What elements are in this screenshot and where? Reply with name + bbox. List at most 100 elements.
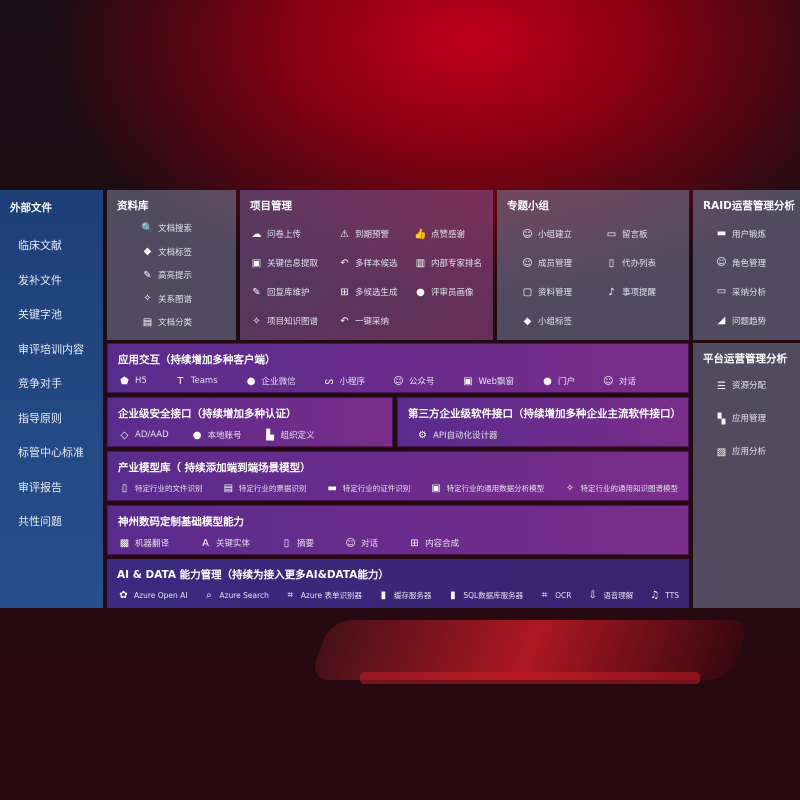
feature-item: ▭ 留言板	[605, 228, 648, 241]
feature-item: ▙ 组织定义	[264, 429, 314, 442]
feature-label: 公众号	[409, 377, 435, 387]
feature-item: ♪ 事项提醒	[605, 286, 657, 299]
panel-title: 资料库	[117, 200, 149, 212]
feature-label: 点赞感谢	[431, 230, 466, 240]
feature-item: ▥ 内部专家排名	[414, 257, 482, 270]
cache-icon: ▮	[380, 590, 387, 601]
miniprogram-icon: ᔕ	[324, 375, 334, 387]
feature-item: ▤ 特定行业的票据识别	[222, 483, 307, 494]
graph-icon: ✧	[565, 483, 575, 494]
feature-item: ↶ 多样本候选	[338, 257, 398, 270]
app-panel: 应用交互（持续增加多种客户端） ⬟ H5 T Teams ● 企业微信 ᔕ 小程序 ☺ 公众号 ▣ W…	[107, 343, 689, 393]
feature-item: ▤ 文档分类	[141, 316, 193, 329]
feature-item: ✧ 关系图谱	[141, 293, 192, 305]
feature-item: ⇩ 语音理解	[586, 590, 634, 601]
feature-label: 对话	[361, 539, 379, 549]
feature-label: 文档搜索	[158, 224, 193, 234]
feature-item: ⚠ 到期预警	[338, 228, 389, 241]
feature-label: Teams	[190, 376, 218, 386]
feature-label: 高亮提示	[158, 271, 193, 281]
chat-icon: ☺	[345, 537, 356, 549]
ocr-icon: ⌗	[541, 590, 548, 601]
feature-item: ▣ Web飘窗	[461, 375, 514, 388]
entity-icon: A	[202, 537, 209, 549]
feature-item: ▣ 特定行业的通用数据分析模型	[430, 483, 545, 494]
feature-item: A 关键实体	[199, 537, 250, 550]
feature-item: ▯ 代办列表	[605, 257, 656, 270]
feature-item: ● 门户	[541, 375, 575, 388]
external-file-item: 临床文献	[18, 239, 62, 252]
feature-item: ◇ AD/AAD	[118, 429, 169, 441]
feature-label: 特定行业的通用数据分析模型	[446, 484, 545, 493]
feature-label: TTS	[665, 591, 679, 600]
decorative-glare	[360, 672, 700, 684]
form-icon: ⌗	[287, 590, 294, 601]
edit-icon: ✎	[252, 286, 261, 298]
feature-label: 机器翻译	[135, 539, 170, 549]
feature-item: ☺ 对话	[344, 537, 379, 550]
qa-icon: ▭	[716, 286, 727, 297]
group-panel: 专题小组 ☺ 小组建立 ▭ 留言板 ☺ 成员管理 ▯ 代办列表 ▢ 资料管理 ♪ 事项提醒 ◆ 小组标签	[497, 190, 689, 340]
feature-item: ⊞ 多候选生成	[338, 286, 397, 299]
external-file-item: 发补文件	[18, 273, 62, 287]
gear-icon: ⚙	[418, 429, 427, 441]
feature-item: ✧ 项目知识图谱	[250, 315, 318, 328]
feature-label: 回复库维护	[267, 288, 310, 298]
rank-icon: ▥	[415, 257, 426, 269]
feature-label: 摘要	[297, 539, 315, 549]
feature-label: 角色管理	[732, 258, 767, 269]
graph-icon: ✧	[252, 315, 261, 327]
portal-icon: ●	[543, 375, 552, 387]
thumbs-up-icon: 👍	[414, 228, 427, 240]
tag-icon: ◆	[143, 246, 152, 257]
chart-icon: ◢	[717, 315, 726, 326]
feature-label: 多样本候选	[355, 259, 398, 269]
feature-item: ☁ 问卷上传	[250, 228, 302, 241]
feature-label: 资料管理	[538, 288, 573, 298]
feature-label: 事项提醒	[622, 288, 657, 298]
feature-item: ᔕ 小程序	[323, 375, 365, 388]
analysis-icon: ▧	[716, 446, 727, 458]
feature-label: 评审员画像	[431, 288, 474, 298]
openai-icon: ✿	[119, 590, 128, 601]
image-icon: ▣	[431, 483, 441, 494]
feature-item: ⌗ Azure 表单识别器	[284, 590, 362, 601]
org-icon: ▙	[266, 429, 274, 441]
external-file-item: 共性问题	[18, 515, 62, 528]
raid-panel: RAID运营管理分析 ▬ 用户锻炼 ☺ 角色管理 ▭ 采纳分析 ◢ 问题趋势	[693, 190, 800, 340]
group-icon: ☺	[522, 228, 533, 240]
feature-item: ✎ 回复库维护	[250, 286, 310, 299]
feature-item: ☺ 角色管理	[715, 248, 790, 277]
platform-panel: 平台运营管理分析 ☰ 资源分配 ▚ 应用管理 ▧ 应用分析	[693, 343, 800, 608]
feature-label: 特定行业的通用知识图谱模型	[580, 484, 679, 493]
feature-label: 特定行业的文件识别	[135, 484, 203, 493]
external-file-item: 审评培训内容	[18, 342, 84, 356]
panel-title: 产业模型库（ 持续添加端到端场景模型）	[118, 462, 311, 474]
feature-item: ☰ 资源分配	[715, 370, 790, 403]
feature-item: ◆ 文档标签	[141, 246, 192, 258]
feature-label: 资源分配	[732, 381, 767, 392]
feature-item: ▯ 特定行业的文件识别	[118, 483, 203, 494]
id-card-icon: ▬	[327, 483, 337, 494]
feature-label: OCR	[555, 591, 572, 600]
panel-title: RAID运营管理分析	[703, 200, 795, 212]
graph-icon: ✧	[143, 293, 152, 304]
window-icon: ▣	[251, 257, 262, 269]
feature-item: ◢ 问题趋势	[715, 306, 790, 335]
feature-item: ⌕ Azure Search	[202, 590, 269, 601]
summary-icon: ▯	[283, 537, 290, 549]
security-panel: 企业级安全接口（持续增加多种认证） ◇ AD/AAD ● 本地账号 ▙ 组织定义	[107, 397, 393, 447]
feature-label: 问卷上传	[267, 230, 302, 240]
feature-label: 缓存服务器	[393, 591, 432, 600]
industry-panel: 产业模型库（ 持续添加端到端场景模型） ▯ 特定行业的文件识别 ▤ 特定行业的票据识别…	[107, 451, 689, 501]
feature-label: 文档分类	[158, 318, 193, 328]
feature-item: ▢ 资料管理	[521, 286, 573, 299]
users-icon: ☺	[716, 257, 727, 268]
translate-icon: ▩	[119, 537, 130, 549]
window-icon: ▣	[463, 375, 473, 387]
feature-label: AD/AAD	[135, 430, 169, 440]
panel-title: 企业级安全接口（持续增加多种认证）	[118, 408, 297, 420]
puzzle-icon: ⊞	[410, 537, 419, 549]
feature-item: ▭ 采纳分析	[715, 277, 790, 306]
ai-data-panel: AI & DATA 能力管理（持续为接入更多AI&DATA能力） ✿ Azure …	[107, 559, 689, 608]
